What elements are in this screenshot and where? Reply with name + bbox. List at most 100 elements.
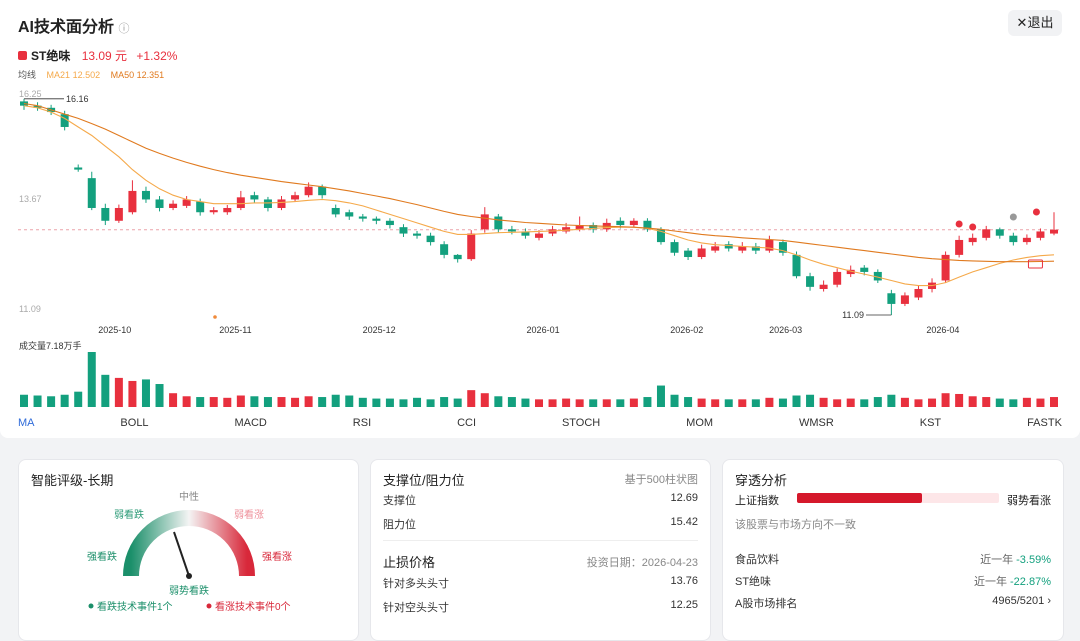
volume-bar [724,399,733,407]
volume-bar [860,399,869,407]
candle-body [372,218,381,221]
indicator-tab[interactable]: RSI [352,417,372,429]
penetration-card: 穿透分析 上证指数 弱势看涨 该股票与市场方向不一致 食品饮料 近一年 -3.59… [722,459,1064,641]
close-button[interactable]: ✕退出 [1008,10,1062,36]
volume-label: 成交量7.18万手 [19,340,82,351]
candle-body [453,254,462,260]
candle-body [873,271,882,281]
index-name: 上证指数 [735,495,779,507]
indicator-tab[interactable]: KST [919,417,942,429]
volume-bar [629,398,638,407]
indicator-tab[interactable]: CCI [457,417,477,429]
indicator-tab[interactable]: BOLL [120,417,149,429]
level-row: 针对多头头寸 13.76 [383,575,698,591]
candle-body [318,186,327,196]
row-value: 4965/5201 › [992,595,1051,607]
rating-card: 智能评级-长期 中性 弱看跌 弱看涨 强看跌 强看涨 弱势看跌 看跌技术事件1个… [18,459,359,641]
period: 近一年 [980,554,1014,566]
volume-bar [114,377,123,407]
volume-bar [968,396,977,407]
volume-bar [453,398,462,407]
volume-bar [548,399,557,407]
indicator-tab[interactable]: FASTK [1027,417,1062,429]
candle-body [846,269,855,275]
candle-body [724,244,733,249]
volume-bar [1050,397,1058,407]
volume-bar [806,394,815,407]
signal-dot [1032,208,1040,216]
indicator-tab[interactable]: WMSR [798,417,834,429]
ma-line [23,102,1055,263]
volume-bar [209,397,218,407]
candle-body [562,227,571,232]
legend-entry: MA21 12.502 [47,70,101,80]
volume-bar [711,399,720,407]
candle-body [114,207,123,221]
volume-bar [778,398,787,407]
candle-body [955,239,964,255]
gauge-needle [173,531,190,577]
gauge-label: 强看涨 [262,550,292,563]
candle-body [521,231,530,236]
info-icon[interactable]: ⓘ [118,23,130,35]
indicator-tab[interactable]: STOCH [561,417,601,429]
indicator-tab[interactable]: MOM [686,417,714,429]
candle-body [263,199,272,208]
stock-change: +1.32% [136,49,178,63]
candle-body [74,167,83,170]
candle-body [765,239,774,251]
candle-body [860,267,869,272]
x-tick-label: 2026-02 [670,325,703,335]
indicator-tab[interactable]: MA [18,417,35,429]
row-value: 12.69 [670,492,698,504]
kline-chart: 成交量7.18万手 11.09 13.67 16.25 2025-10 2025-11 2… [18,89,1060,407]
signal-dot [213,315,217,319]
volume-bar [223,397,232,407]
quote: ST绝味 13.09 元 +1.32% [18,47,177,64]
candle-body [982,229,991,238]
candle-body [87,178,96,208]
candle-body [480,214,489,230]
section-title: 止损价格 [383,555,436,570]
volume-bar [345,395,354,407]
x-tick-label: 2025-11 [219,325,251,335]
index-bar-bg [797,493,999,503]
volume-bar [941,393,950,407]
volume-bar [928,398,937,407]
volume-bar [141,379,150,407]
x-tick-label: 2026-01 [527,325,560,335]
volume-bar [955,393,964,407]
candle-body [738,246,747,251]
indicator-tab[interactable]: MACD [234,417,267,429]
row-label: ST绝味 [735,576,772,588]
legend-name: MA50 [110,70,135,80]
row-value: 近一年 -22.87% [974,573,1051,589]
legend-entry: MA50 12.351 [111,70,165,80]
candle-body [494,216,503,230]
volume-bar [656,385,665,407]
gauge-label: 中性 [179,490,199,503]
candle-body [291,195,300,200]
candle-body [169,203,178,208]
candle-body [711,246,720,251]
period: 近一年 [973,576,1007,588]
volume-bar [1036,398,1045,407]
row-value: 近一年 -3.59% [980,551,1051,567]
volume-bar [440,397,449,407]
volume-bar [20,394,28,407]
level-row: 阻力位 15.42 [383,516,698,532]
volume-bar [643,397,652,407]
row-value: 12.25 [670,599,698,611]
volume-bar [738,399,747,407]
row-value: 13.76 [670,575,698,587]
rank-row[interactable]: A股市场排名 4965/5201 › [735,595,1051,611]
volume-bar [562,398,571,407]
candle-body [697,248,706,258]
volume-bar [819,397,828,407]
volume-bar [47,396,56,407]
candle-body [250,195,259,200]
gauge-label: 弱看跌 [114,508,144,521]
volume-bar [155,384,164,407]
index-view: 弱势看涨 [1007,495,1051,507]
x-tick-label: 2026-03 [769,325,802,335]
